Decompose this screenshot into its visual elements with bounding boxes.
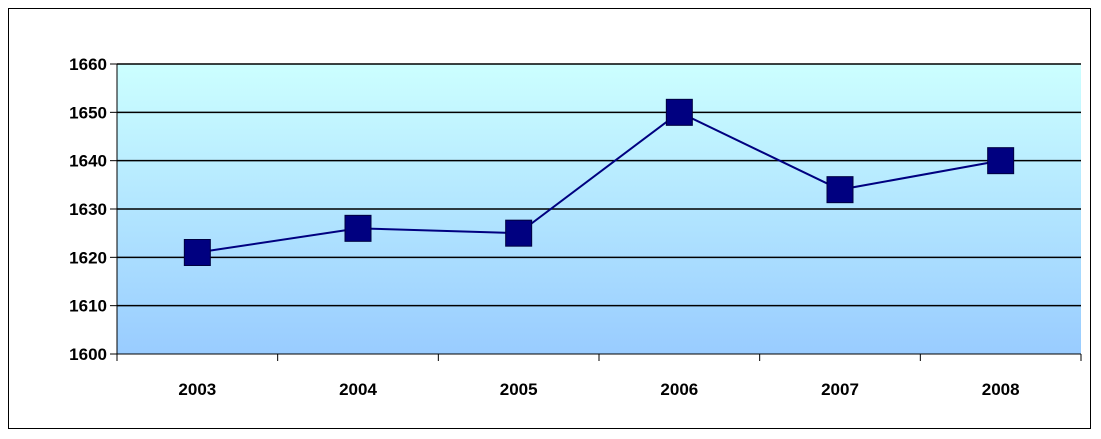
x-tick-label: 2003 <box>178 380 216 399</box>
y-tick-label: 1640 <box>69 152 107 171</box>
data-point-marker <box>665 98 693 126</box>
x-tick-label: 2005 <box>500 380 538 399</box>
axes <box>110 63 1082 361</box>
series-group <box>183 98 1015 266</box>
y-axis-tick-labels: 1600 1610 1620 1630 1640 1650 1660 <box>69 55 107 364</box>
x-tick-label: 2004 <box>339 380 377 399</box>
x-tick-label: 2007 <box>821 380 859 399</box>
y-tick-label: 1630 <box>69 200 107 219</box>
y-tick-label: 1650 <box>69 103 107 122</box>
data-point-marker <box>183 239 211 266</box>
series-line <box>197 111 1001 254</box>
y-tick-label: 1600 <box>69 345 107 364</box>
data-point-marker <box>505 219 533 247</box>
y-tick-label: 1620 <box>69 248 107 267</box>
data-point-marker <box>344 214 372 242</box>
y-tick-label: 1660 <box>69 55 107 74</box>
y-tick-label: 1610 <box>69 297 107 316</box>
x-tick-label: 2006 <box>660 380 698 399</box>
x-tick-label: 2008 <box>982 380 1020 399</box>
gridlines <box>117 63 1081 307</box>
data-point-marker <box>987 147 1015 175</box>
data-point-marker <box>826 176 854 204</box>
x-axis-tick-labels: 2003 2004 2005 2006 2007 2008 <box>178 380 1019 399</box>
